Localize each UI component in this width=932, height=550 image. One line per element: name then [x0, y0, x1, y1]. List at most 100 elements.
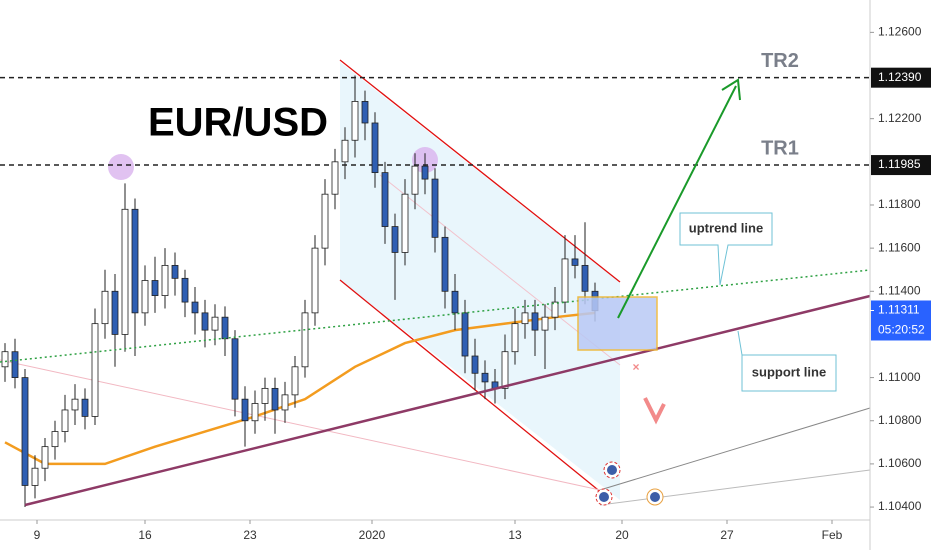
x-tick-label: 20 [615, 528, 629, 542]
candle-body [171, 264, 179, 279]
x-tick-label: 2020 [359, 528, 386, 542]
faint-line [0, 359, 601, 491]
candle-body [441, 236, 449, 292]
candle-body [331, 161, 339, 195]
x-tick-label: 23 [243, 528, 257, 542]
candle-body [21, 377, 29, 486]
price-line-name: TR1 [761, 137, 799, 159]
callout-text: support line [752, 364, 826, 379]
candle-body [431, 178, 439, 238]
channel-area [340, 62, 620, 500]
candle-body [301, 312, 309, 368]
candle-body [41, 446, 49, 469]
candle-body [211, 316, 219, 331]
support-line [24, 294, 871, 507]
y-tick-label: 1.12200 [878, 111, 922, 125]
candle-body [191, 301, 199, 314]
candle-body [511, 323, 519, 353]
y-tick-label: 1.10800 [878, 413, 922, 427]
candle-body [281, 394, 289, 411]
candle-body [231, 338, 239, 400]
channel-top [339, 59, 621, 283]
callout-text: uptrend line [689, 220, 763, 235]
candle-body [11, 351, 19, 378]
x-tick-label: Feb [822, 528, 843, 542]
candle-body [351, 101, 359, 141]
candle-body [291, 366, 299, 396]
candle-body [531, 312, 539, 331]
price-line-name: TR2 [761, 50, 799, 72]
candle-body [61, 409, 69, 432]
candle-body [271, 387, 279, 411]
candle-body [461, 312, 469, 357]
candle-body [161, 264, 169, 297]
gray-line [599, 407, 871, 491]
candle-body [581, 264, 589, 292]
candle-body [131, 208, 139, 314]
current-price-tag [871, 300, 931, 341]
candle-body [521, 312, 529, 325]
candle-body [91, 323, 99, 417]
channel-bottom [339, 279, 609, 499]
candle-body [421, 165, 429, 180]
candle-body [1, 351, 9, 368]
gray-line [599, 469, 871, 506]
event-icon [607, 465, 617, 475]
y-tick-label: 1.11000 [878, 370, 921, 384]
candle-body [311, 247, 319, 314]
callout [679, 212, 773, 286]
arrow [617, 85, 737, 319]
candle-body [101, 290, 109, 325]
y-tick-label: 1.11800 [878, 197, 921, 211]
candle-body [341, 139, 349, 163]
x-tick-label: 9 [34, 528, 41, 542]
candle-body [151, 280, 159, 297]
callout [737, 330, 837, 392]
event-icon [599, 492, 609, 502]
y-tick-label: 1.11400 [878, 283, 921, 297]
price-line-label: 1.12390 [878, 70, 922, 84]
candle-body [241, 398, 249, 422]
candle-body [391, 226, 399, 253]
candle-body [361, 101, 369, 124]
event-icon [650, 492, 660, 502]
price-line-tag [871, 67, 931, 88]
target-box [577, 296, 658, 351]
highlight-circle [108, 154, 134, 180]
arrow-head [721, 78, 741, 101]
candle-body [411, 165, 419, 195]
y-tick-label: 1.11600 [878, 240, 921, 254]
current-price-label: 1.11311 [878, 303, 920, 317]
candle-body [371, 122, 379, 174]
candle-body [181, 277, 189, 303]
candle-body [451, 290, 459, 314]
candle-body [141, 280, 149, 314]
candle-body [121, 208, 129, 335]
candle-body [31, 467, 39, 486]
candle-body [251, 403, 259, 422]
candle-body [71, 398, 79, 411]
candle-body [261, 387, 269, 404]
y-tick-label: 1.10600 [878, 456, 922, 470]
moving-average [4, 311, 596, 466]
candle-body [111, 290, 119, 335]
candle-body [501, 351, 509, 389]
candle-body [381, 172, 389, 227]
x-tick-label: 13 [508, 528, 522, 542]
axes: 1.12600 1.12200 1.11800 1.11600 1.11400 1.110… [34, 25, 931, 542]
candle-body [571, 258, 579, 266]
candle-body [471, 355, 479, 374]
candle-body [401, 193, 409, 253]
price-line-label: 1.11985 [878, 157, 921, 171]
candle-body [221, 316, 229, 340]
x-tick-label: 27 [720, 528, 734, 542]
price-axis [870, 0, 932, 550]
candle-body [551, 301, 559, 318]
candle-body [81, 398, 89, 417]
x-mark: × [632, 360, 639, 374]
candle-body [541, 316, 549, 331]
candle-body [321, 193, 329, 249]
candle-body [561, 258, 569, 303]
